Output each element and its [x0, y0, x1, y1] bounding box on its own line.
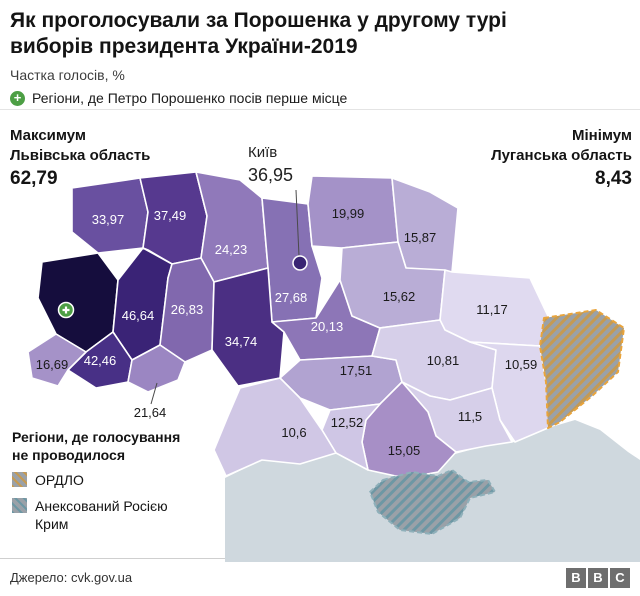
kyiv-city-dot — [292, 255, 308, 271]
region-value-rivne: 37,49 — [154, 208, 187, 223]
region-value-kherson: 15,05 — [388, 443, 421, 458]
leader-line-chernivtsi — [150, 382, 158, 405]
min-callout-region: Луганська область — [491, 146, 632, 164]
header: Як проголосували за Порошенка у другому … — [0, 0, 640, 110]
bbc-logo-block: B — [588, 567, 608, 588]
crimea-swatch-icon — [12, 497, 27, 513]
map-area: 33,97 37,49 24,23 27,68 19,99 15,87 46,64 26,83… — [0, 110, 640, 562]
no-vote-legend: Регіони, де голосування не проводилося О… — [12, 428, 185, 533]
region-ordlo — [539, 309, 625, 429]
region-zhytomyr — [195, 171, 269, 283]
region-value-kharkiv: 11,17 — [476, 302, 508, 317]
region-value-poltava: 15,62 — [383, 289, 416, 304]
max-callout-region: Львівська область — [10, 146, 151, 164]
region-chernivtsi — [127, 344, 186, 393]
region-value-kyiv_oblast: 27,68 — [275, 290, 308, 305]
region-zakarpattia — [27, 333, 87, 387]
region-vinnytsia — [211, 267, 285, 387]
region-value-ternopil: 46,64 — [122, 308, 155, 323]
bbc-logo-block: C — [610, 567, 630, 588]
region-value-mykolaiv: 12,52 — [331, 415, 364, 430]
ordlo-label: ОРДЛО — [35, 472, 84, 489]
title-line-2: виборів президента України-2019 — [10, 35, 358, 59]
region-value-zaporizhzhia: 11,5 — [458, 409, 482, 424]
region-value-volyn: 33,97 — [92, 212, 125, 227]
max-callout-value: 62,79 — [10, 167, 58, 189]
region-crimea — [369, 469, 496, 535]
page-title: Як проголосували за Порошенка у другому … — [10, 8, 630, 60]
region-value-cherkasy: 20,13 — [311, 319, 344, 334]
kyiv-callout-value: 36,95 — [248, 164, 294, 185]
crimea-label: Анексований Росією Крим — [35, 497, 168, 532]
bbc-logo: B B C — [566, 567, 630, 588]
max-callout-title: Максимум — [10, 127, 87, 144]
kyiv-callout-title: Київ — [248, 144, 278, 161]
regions-layer: 33,97 37,49 24,23 27,68 19,99 15,87 46,64 26,83… — [27, 171, 625, 535]
region-value-donetsk: 10,59 — [505, 357, 538, 372]
region-value-odesa: 10,6 — [281, 425, 306, 440]
region-value-kirovohrad: 17,51 — [340, 363, 373, 378]
min-callout: Мінімум Луганська область 8,43 — [491, 126, 632, 190]
no-vote-legend-item-crimea: Анексований Росією Крим — [12, 497, 185, 533]
no-vote-legend-item-ordlo: ОРДЛО — [12, 471, 185, 489]
region-value-ivano_frankivsk: 42,46 — [84, 353, 117, 368]
max-callout: Максимум Львівська область 62,79 — [10, 126, 150, 190]
map-overlay-layer — [57, 189, 308, 319]
kyiv-callout-line — [295, 189, 300, 257]
source-credit: Джерело: cvk.gov.ua — [10, 570, 133, 585]
kyiv-callout: Київ 36,95 — [248, 144, 293, 186]
first-place-marker-icon — [57, 301, 75, 319]
region-value-vinnytsia: 34,74 — [225, 334, 258, 349]
ukraine-choropleth-map: 33,97 37,49 24,23 27,68 19,99 15,87 46,64 26,83… — [27, 171, 640, 562]
min-callout-title: Мінімум — [571, 127, 632, 144]
region-odesa — [213, 377, 337, 477]
subtitle: Частка голосів, % — [10, 67, 125, 84]
region-value-dnipro: 10,81 — [427, 353, 460, 368]
region-value-khmelnytskyi: 26,83 — [171, 302, 204, 317]
region-value-zhytomyr: 24,23 — [215, 242, 248, 257]
region-value-sumy: 15,87 — [404, 230, 437, 245]
green-plus-icon — [10, 90, 25, 106]
region-value-chernihiv: 19,99 — [332, 206, 365, 221]
no-vote-legend-title: Регіони, де голосування не проводилося — [12, 429, 181, 464]
footer: Джерело: cvk.gov.ua B B C — [0, 558, 640, 596]
title-line-1: Як проголосували за Порошенка у другому … — [10, 9, 507, 32]
bbc-logo-block: B — [566, 567, 586, 588]
region-value-zakarpattia: 16,69 — [36, 357, 69, 372]
region-khmelnytskyi — [159, 257, 215, 363]
region-value-chernivtsi: 21,64 — [134, 405, 167, 420]
min-callout-value: 8,43 — [595, 167, 632, 189]
ordlo-swatch-icon — [12, 472, 27, 488]
first-place-legend-label: Регіони, де Петро Порошенко посів перше … — [32, 90, 348, 107]
first-place-legend: Регіони, де Петро Порошенко посів перше … — [10, 90, 630, 106]
